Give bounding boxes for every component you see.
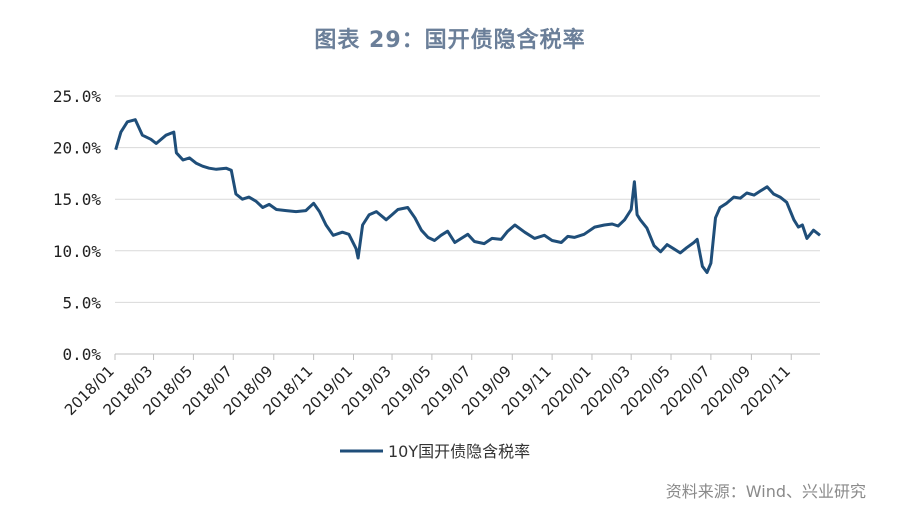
chart-title: 图表 29：国开债隐含税率 [314,28,586,53]
series-line [114,118,821,274]
y-axis-ticks: 0.0% 5.0% 10.0% 15.0% 20.0% 25.0% [53,87,102,364]
legend: 10Y国开债隐含税率 [340,442,530,461]
y-tick-label: 25.0% [53,87,102,106]
y-tick-label: 15.0% [53,190,102,209]
y-tick-label: 10.0% [53,242,102,261]
legend-label: 10Y国开债隐含税率 [388,442,530,461]
source-note: 资料来源：Wind、兴业研究 [665,482,866,501]
x-axis-ticks: 2018/012018/032018/052018/072018/092018/… [61,354,794,419]
y-tick-label: 0.0% [62,345,101,364]
y-tick-label: 5.0% [62,293,101,312]
y-tick-label: 20.0% [53,139,102,158]
grid-lines [115,95,820,303]
